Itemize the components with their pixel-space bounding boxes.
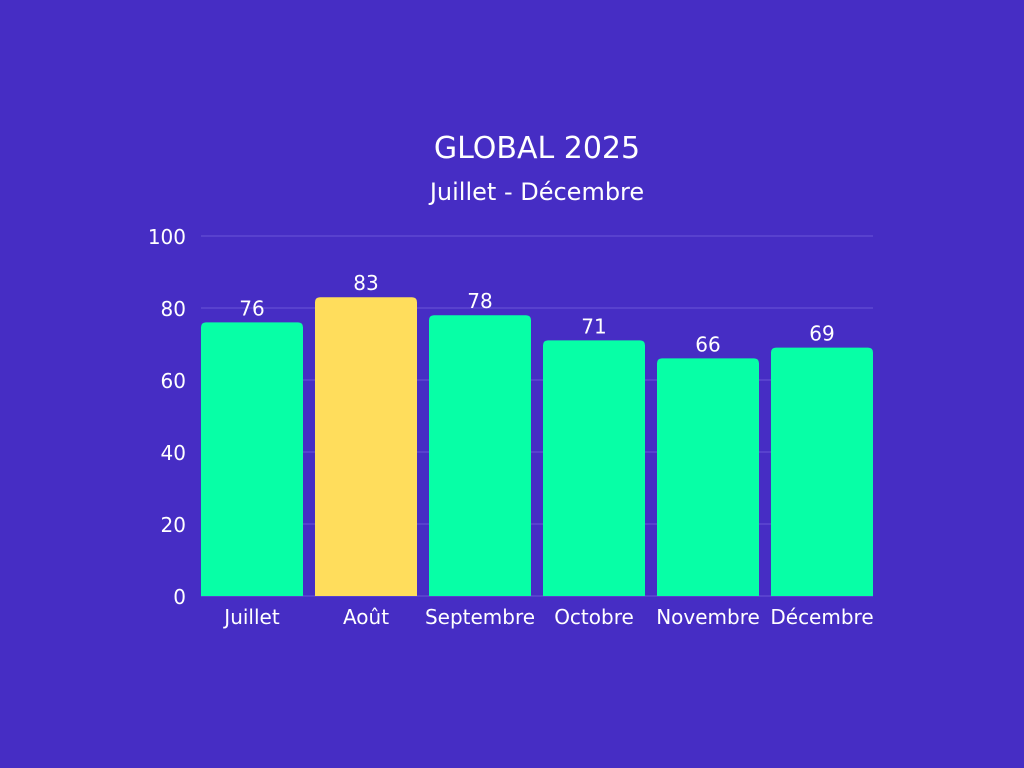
x-tick-label: Septembre (425, 605, 535, 629)
y-tick-label: 100 (148, 225, 186, 249)
x-tick-label: Août (343, 605, 389, 629)
bar-novembre (657, 358, 759, 596)
x-tick-label: Décembre (770, 605, 873, 629)
data-label: 83 (353, 271, 378, 295)
bar-juillet (201, 322, 303, 596)
x-tick-label: Octobre (554, 605, 634, 629)
y-tick-label: 60 (161, 369, 186, 393)
y-tick-label: 80 (161, 297, 186, 321)
bar-août (315, 297, 417, 596)
bar-octobre (543, 340, 645, 596)
data-label: 69 (809, 322, 834, 346)
x-tick-label: Juillet (222, 605, 280, 629)
y-tick-label: 40 (161, 441, 186, 465)
data-label: 78 (467, 289, 492, 313)
data-label: 76 (239, 296, 264, 320)
chart-subtitle: Juillet - Décembre (428, 178, 644, 206)
y-tick-label: 0 (173, 585, 186, 609)
bar-septembre (429, 315, 531, 596)
y-tick-label: 20 (161, 513, 186, 537)
chart-title: GLOBAL 2025 (434, 131, 640, 166)
data-label: 66 (695, 332, 720, 356)
bar-décembre (771, 347, 873, 596)
data-label: 71 (581, 314, 606, 338)
x-tick-label: Novembre (656, 605, 760, 629)
